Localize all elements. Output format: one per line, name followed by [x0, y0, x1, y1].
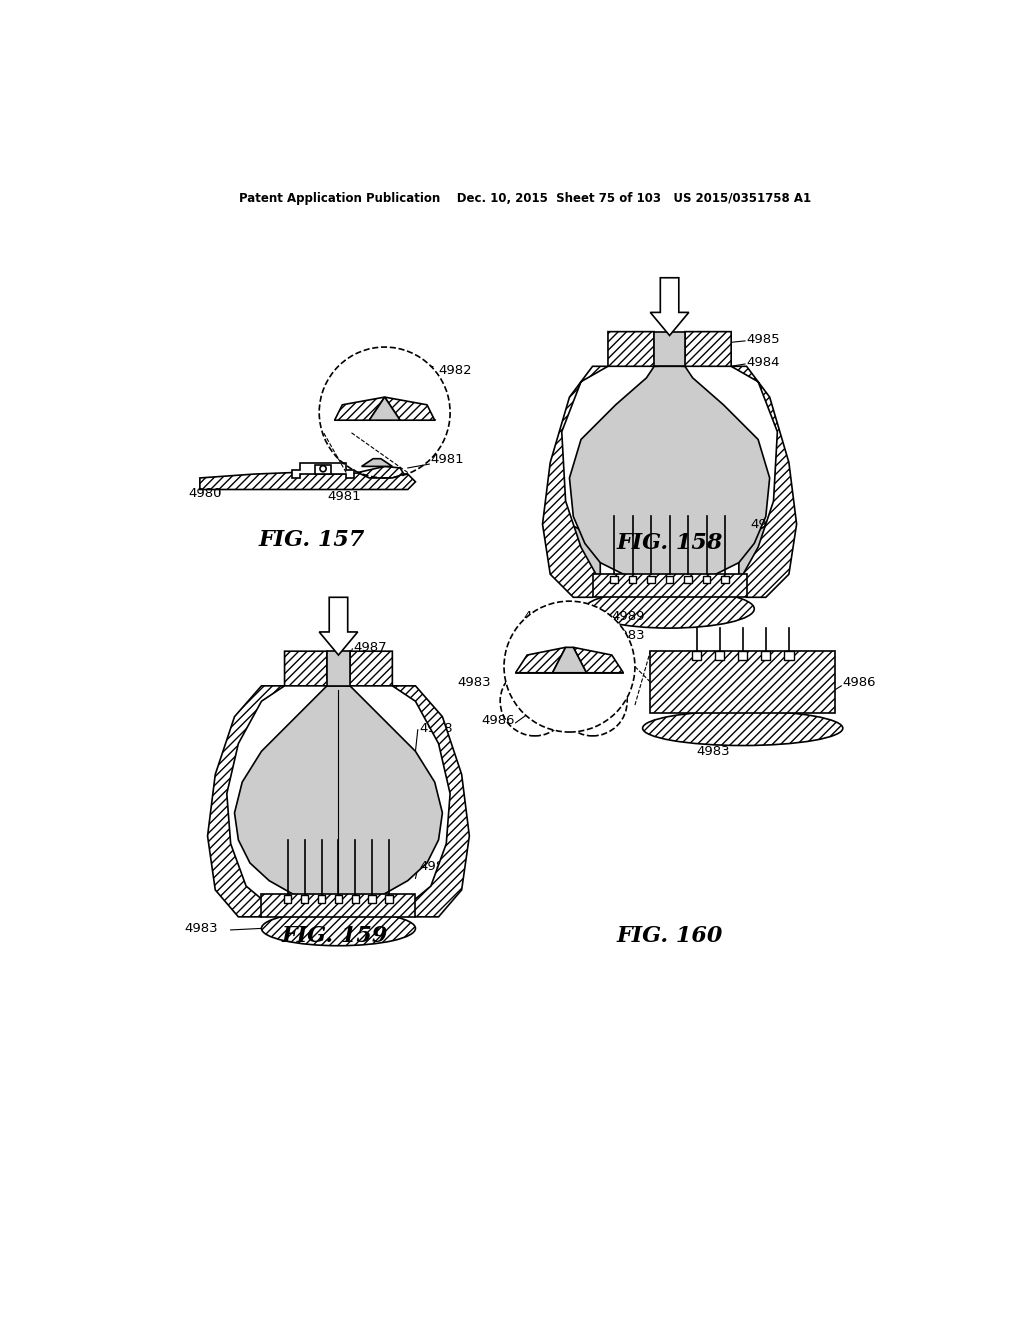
Polygon shape [731, 367, 797, 598]
Polygon shape [285, 651, 330, 686]
Polygon shape [650, 651, 836, 713]
Polygon shape [361, 459, 392, 466]
Text: 4982: 4982 [431, 364, 472, 378]
Bar [610, 576, 617, 583]
Polygon shape [319, 598, 357, 655]
Polygon shape [234, 686, 442, 902]
Text: 4989: 4989 [611, 610, 645, 623]
Bar [385, 895, 393, 903]
Polygon shape [553, 647, 587, 673]
Polygon shape [292, 462, 354, 478]
Bar [317, 895, 326, 903]
Text: 4985: 4985 [746, 333, 780, 346]
Text: Patent Application Publication    Dec. 10, 2015  Sheet 75 of 103   US 2015/03517: Patent Application Publication Dec. 10, … [239, 191, 811, 205]
Text: 4986: 4986 [843, 676, 877, 689]
Bar [692, 651, 701, 660]
Text: FIG. 160: FIG. 160 [616, 925, 723, 948]
Text: 4981: 4981 [327, 490, 360, 503]
Bar [647, 576, 655, 583]
Polygon shape [650, 277, 689, 335]
Polygon shape [327, 651, 350, 686]
Bar [721, 576, 729, 583]
Ellipse shape [585, 590, 755, 628]
Text: 4983: 4983 [458, 676, 492, 689]
Polygon shape [593, 574, 746, 598]
Polygon shape [370, 397, 400, 420]
Text: 4986: 4986 [751, 517, 784, 531]
Polygon shape [681, 331, 731, 367]
Bar [784, 651, 794, 660]
Bar [702, 576, 711, 583]
Polygon shape [200, 473, 416, 490]
Polygon shape [569, 367, 770, 586]
Polygon shape [550, 524, 600, 586]
Ellipse shape [261, 911, 416, 945]
Polygon shape [654, 331, 685, 367]
Text: 4980: 4980 [188, 487, 222, 500]
Text: 4986: 4986 [481, 714, 514, 727]
Polygon shape [348, 651, 392, 686]
Bar [335, 895, 342, 903]
Polygon shape [543, 367, 608, 598]
Text: 4983: 4983 [611, 630, 645, 643]
Text: 4988: 4988 [419, 722, 453, 735]
Bar [684, 576, 692, 583]
Ellipse shape [643, 711, 843, 746]
Polygon shape [739, 524, 788, 586]
Text: FIG. 157: FIG. 157 [258, 528, 365, 550]
Polygon shape [515, 647, 565, 673]
Bar [629, 576, 637, 583]
Circle shape [504, 601, 635, 733]
Circle shape [319, 466, 326, 471]
Bar [315, 465, 331, 474]
Text: 4981: 4981 [431, 453, 465, 466]
Text: 4984: 4984 [746, 356, 780, 370]
Text: 4983: 4983 [696, 744, 730, 758]
Polygon shape [357, 466, 403, 478]
Bar [738, 651, 748, 660]
Text: 4983: 4983 [523, 610, 557, 623]
Text: 4987: 4987 [354, 640, 387, 653]
Polygon shape [208, 686, 285, 917]
Polygon shape [335, 397, 385, 420]
Text: FIG. 159: FIG. 159 [282, 925, 388, 948]
Bar [761, 651, 770, 660]
Bar [301, 895, 308, 903]
Polygon shape [385, 397, 435, 420]
Polygon shape [608, 331, 658, 367]
Polygon shape [392, 686, 469, 917]
Bar [284, 895, 292, 903]
Text: 4986: 4986 [419, 861, 453, 874]
Bar [369, 895, 376, 903]
Text: FIG. 158: FIG. 158 [616, 532, 723, 554]
Text: 4983: 4983 [184, 921, 218, 935]
Bar [666, 576, 674, 583]
Bar [351, 895, 359, 903]
Bar [715, 651, 724, 660]
Polygon shape [261, 894, 416, 917]
Polygon shape [573, 647, 624, 673]
